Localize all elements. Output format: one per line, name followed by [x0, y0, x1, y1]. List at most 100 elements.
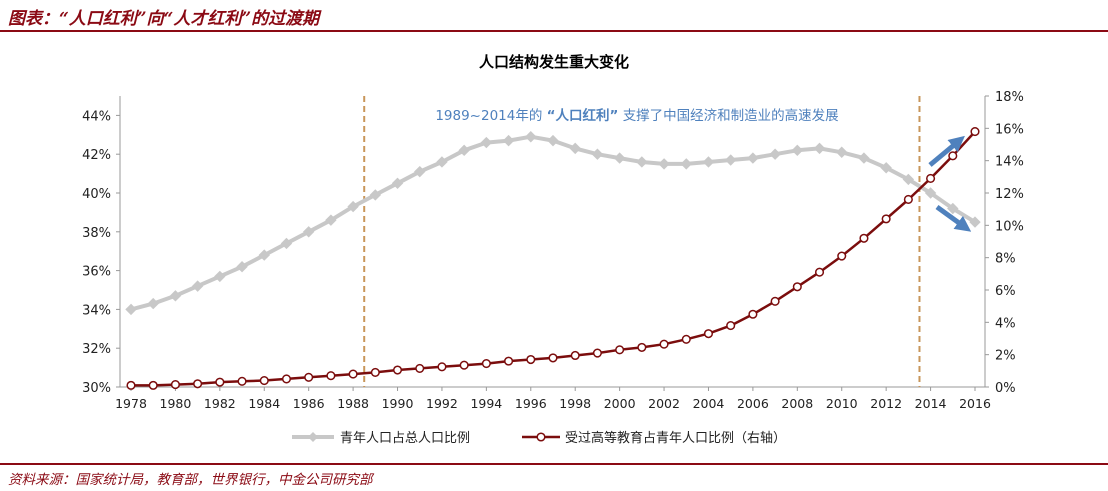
trend-arrows — [928, 135, 972, 232]
data-point — [791, 144, 804, 157]
x-axis-tick-label: 1992 — [426, 396, 458, 411]
right-axis-tick-label: 0% — [995, 381, 1016, 396]
data-point — [214, 270, 226, 283]
data-point — [370, 367, 380, 378]
data-point — [280, 237, 293, 250]
left-axis-tick-label: 42% — [82, 148, 111, 163]
right-axis-tick-label: 6% — [995, 284, 1016, 299]
data-point — [724, 154, 737, 166]
series-2 — [126, 127, 980, 390]
data-point — [881, 214, 891, 224]
data-point — [391, 177, 404, 190]
x-axis-tick-label: 1982 — [204, 396, 236, 411]
data-point — [191, 280, 204, 292]
x-axis-tick-label: 2016 — [959, 396, 991, 411]
series-line — [130, 134, 977, 312]
data-point — [436, 156, 448, 168]
left-axis-tick-label: 34% — [82, 303, 111, 318]
data-point — [837, 251, 847, 261]
data-point — [969, 216, 981, 228]
data-point — [591, 148, 604, 160]
page-title: 图表：“人口红利”向“人才红利”的过渡期 — [8, 9, 320, 29]
data-point — [858, 152, 870, 164]
data-point — [613, 152, 626, 164]
data-point — [325, 214, 337, 226]
data-point — [170, 380, 180, 390]
left-axis-tick-label: 32% — [82, 342, 111, 357]
right-axis-tick-label: 8% — [995, 252, 1016, 267]
right-axis-tick-label: 10% — [995, 219, 1024, 234]
data-point — [502, 134, 515, 147]
data-point — [748, 309, 758, 319]
data-point — [836, 146, 848, 158]
data-point — [281, 374, 292, 384]
data-point — [948, 151, 958, 161]
data-point — [792, 282, 802, 292]
left-axis-tick-label: 40% — [82, 187, 111, 202]
legend-swatch-marker — [308, 432, 318, 442]
x-axis-tick-label: 1994 — [470, 396, 502, 411]
data-point — [304, 372, 314, 382]
vertical-markers — [363, 96, 921, 387]
x-axis-tick-label: 1984 — [248, 396, 280, 411]
data-point — [480, 136, 493, 149]
legend-swatch-marker — [536, 432, 546, 442]
down-trend-arrow — [935, 204, 972, 232]
left-axis-tick-label: 30% — [82, 381, 111, 396]
data-point — [747, 152, 759, 164]
x-axis-tick-label: 2014 — [915, 396, 947, 411]
header-divider — [0, 30, 1108, 32]
x-axis-tick-label: 2006 — [737, 396, 769, 411]
x-axis-tick-label: 2002 — [648, 396, 680, 411]
data-point — [769, 148, 781, 160]
annotation-suffix: 支撑了中国经济和制造业的高速发展 — [623, 107, 839, 124]
annotation-prefix: 1989~2014年的 — [435, 108, 542, 124]
data-point — [970, 127, 980, 137]
data-point — [902, 173, 915, 186]
left-axis-tick-label: 38% — [82, 226, 111, 241]
data-point — [703, 329, 714, 339]
data-point — [125, 303, 137, 316]
data-point — [880, 162, 892, 174]
data-point — [415, 363, 425, 373]
chart-annotation: 1989~2014年的 “人口红利” 支撑了中国经济和制造业的高速发展 — [435, 107, 838, 124]
x-axis-tick-label: 1978 — [115, 396, 147, 411]
data-point — [147, 297, 159, 310]
data-point — [169, 290, 182, 302]
data-point — [504, 356, 514, 366]
legend-item-2: 受过高等教育占青年人口比例（右轴） — [522, 430, 786, 446]
legend-label: 受过高等教育占青年人口比例（右轴） — [565, 430, 786, 446]
right-axis-tick-label: 16% — [995, 122, 1024, 137]
x-axis-tick-label: 2004 — [693, 396, 725, 411]
data-point — [726, 321, 736, 331]
data-point — [348, 369, 358, 379]
data-point — [525, 131, 537, 143]
data-point — [702, 156, 715, 168]
data-point — [148, 380, 158, 390]
data-point — [924, 187, 937, 199]
data-point — [859, 233, 869, 243]
chart-title: 人口结构发生重大变化 — [479, 53, 629, 71]
data-point — [126, 380, 136, 390]
series-1 — [125, 131, 981, 316]
x-axis-tick-label: 1988 — [337, 396, 369, 411]
data-point — [302, 226, 315, 238]
data-point — [392, 365, 403, 375]
up-trend-arrow — [928, 135, 965, 167]
legend: 青年人口占总人口比例 受过高等教育占青年人口比例（右轴） — [292, 430, 786, 446]
data-point — [369, 189, 382, 201]
legend-item-1: 青年人口占总人口比例 — [292, 431, 470, 446]
data-point — [481, 359, 491, 369]
x-axis-tick-label: 1996 — [515, 396, 547, 411]
data-point — [414, 165, 426, 178]
left-axis-tick-label: 36% — [82, 265, 111, 280]
data-point — [770, 296, 780, 306]
data-point — [569, 142, 581, 155]
right-axis-tick-label: 4% — [995, 316, 1016, 331]
data-point — [236, 261, 248, 273]
data-point — [258, 249, 270, 261]
data-point — [680, 158, 692, 170]
data-point — [592, 348, 602, 358]
legend-label: 青年人口占总人口比例 — [340, 431, 470, 446]
